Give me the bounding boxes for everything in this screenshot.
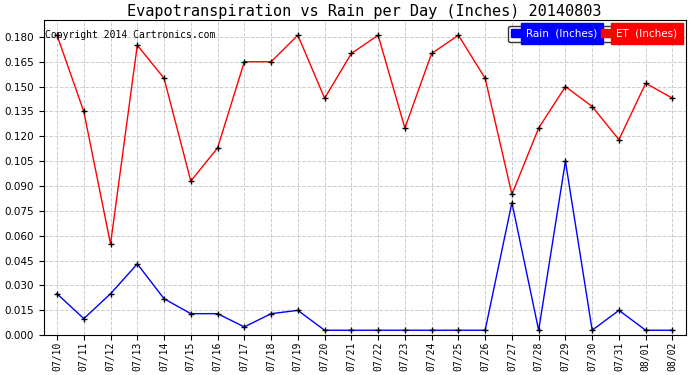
Legend: Rain  (Inches), ET  (Inches): Rain (Inches), ET (Inches) bbox=[508, 26, 680, 42]
Title: Evapotranspiration vs Rain per Day (Inches) 20140803: Evapotranspiration vs Rain per Day (Inch… bbox=[128, 4, 602, 19]
Text: Copyright 2014 Cartronics.com: Copyright 2014 Cartronics.com bbox=[45, 30, 215, 40]
